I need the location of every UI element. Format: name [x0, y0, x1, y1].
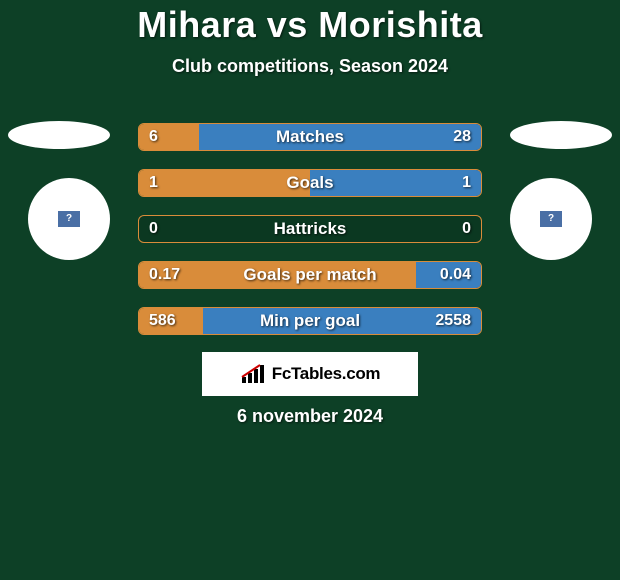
right-team-crest: ? [510, 178, 592, 260]
stat-value-left: 0.17 [149, 262, 180, 288]
stat-label: Hattricks [139, 216, 481, 242]
footer-date: 6 november 2024 [0, 406, 620, 427]
stat-value-right: 2558 [435, 308, 471, 334]
stat-value-right: 0.04 [440, 262, 471, 288]
stat-value-left: 0 [149, 216, 158, 242]
page-subtitle: Club competitions, Season 2024 [0, 56, 620, 77]
stat-row: 0 Hattricks 0 [138, 215, 482, 243]
stat-row: 1 Goals 1 [138, 169, 482, 197]
stat-value-right: 1 [462, 170, 471, 196]
stat-value-left: 6 [149, 124, 158, 150]
left-flag-icon [8, 121, 110, 149]
page-title: Mihara vs Morishita [0, 4, 620, 46]
stat-value-right: 0 [462, 216, 471, 242]
stat-value-left: 586 [149, 308, 176, 334]
left-team-crest: ? [28, 178, 110, 260]
stat-fill-right [199, 124, 481, 150]
stats-bars: 6 Matches 28 1 Goals 1 0 Hattricks 0 0.1… [138, 123, 482, 335]
stat-fill-left [139, 262, 416, 288]
stat-row: 0.17 Goals per match 0.04 [138, 261, 482, 289]
stat-value-right: 28 [453, 124, 471, 150]
stat-fill-right [310, 170, 481, 196]
brand-badge[interactable]: FcTables.com [202, 352, 418, 396]
right-flag-icon [510, 121, 612, 149]
brand-chart-icon [240, 363, 266, 385]
stat-value-left: 1 [149, 170, 158, 196]
crest-placeholder-glyph: ? [548, 214, 554, 224]
stat-row: 6 Matches 28 [138, 123, 482, 151]
crest-placeholder-glyph: ? [66, 214, 72, 224]
brand-label: FcTables.com [272, 364, 381, 384]
comparison-widget: Mihara vs Morishita Club competitions, S… [0, 0, 620, 580]
stat-fill-left [139, 170, 310, 196]
crest-placeholder-icon: ? [540, 211, 562, 227]
crest-placeholder-icon: ? [58, 211, 80, 227]
stat-row: 586 Min per goal 2558 [138, 307, 482, 335]
